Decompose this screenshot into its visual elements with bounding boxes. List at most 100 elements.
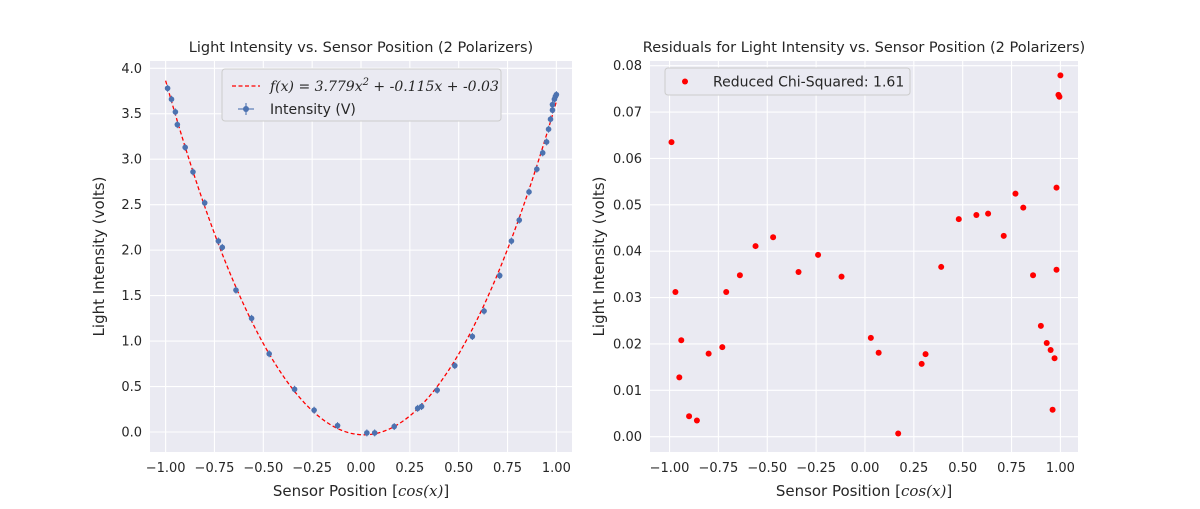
left-x-tick-label: −0.25	[292, 461, 332, 476]
right-residual-point	[719, 344, 726, 351]
left-data-marker	[168, 96, 175, 102]
left-legend-fit-exp: 2	[362, 77, 369, 88]
right-x-axis-label-prefix: Sensor Position [	[776, 482, 901, 500]
left-data-marker	[451, 362, 458, 369]
right-residual-point	[668, 139, 675, 146]
left-data-point	[215, 237, 222, 245]
left-data-marker	[266, 350, 272, 357]
right-residual-point	[1000, 232, 1007, 239]
left-x-axis-label-math: cos(x)	[398, 482, 443, 500]
left-data-point	[248, 314, 255, 322]
right-residual-point	[1051, 355, 1058, 362]
right-residual-point	[1053, 184, 1060, 191]
right-legend: Reduced Chi-Squared: 1.61	[664, 67, 911, 96]
left-data-marker	[434, 387, 440, 393]
right-x-axis-label: Sensor Position [cos(x)]	[776, 482, 952, 500]
left-data-point	[553, 91, 560, 99]
left-x-tick-label: 0.00	[347, 461, 376, 476]
right-x-tick-label: 0.75	[997, 461, 1026, 476]
left-y-tick-label: 2.5	[121, 198, 142, 213]
right-residual-point	[1012, 190, 1019, 197]
left-data-marker	[371, 430, 378, 436]
left-x-axis-label: Sensor Position [cos(x)]	[273, 482, 449, 500]
right-x-tick-label: 1.00	[1046, 461, 1075, 476]
left-data-points	[164, 84, 560, 437]
left-data-marker	[553, 91, 560, 98]
left-data-point	[534, 165, 540, 173]
right-residual-point	[676, 374, 683, 381]
left-x-tick-label: −1.00	[146, 461, 186, 476]
right-y-tick-labels: 0.00 0.01 0.02 0.03 0.04 0.05 0.06 0.07 0.08	[613, 59, 642, 445]
left-data-point	[371, 429, 378, 437]
left-data-marker	[233, 287, 239, 293]
left-data-marker	[172, 109, 179, 115]
left-data-point	[164, 84, 171, 92]
right-x-tick-label: −0.75	[698, 461, 738, 476]
left-data-marker	[182, 144, 188, 151]
right-chart: −1.00 −0.75 −0.50 −0.25 0.00 0.25 0.50 0.75 1.00…	[590, 40, 1085, 500]
left-data-point	[172, 108, 179, 116]
right-x-axis-label-math: cos(x)	[901, 482, 946, 500]
left-y-tick-label: 1.5	[121, 289, 142, 304]
left-legend-fit-lhs: f(x) = 3.779x	[269, 79, 363, 95]
right-legend-box	[664, 67, 911, 96]
right-residual-point	[1057, 72, 1064, 79]
right-residual-point	[938, 263, 945, 270]
left-data-marker	[508, 238, 515, 244]
right-residual-point	[672, 288, 679, 295]
right-x-tick-label: 0.25	[899, 461, 928, 476]
left-data-point	[266, 350, 272, 358]
left-chart: −1.00 −0.75 −0.50 −0.25 0.00 0.25 0.50 0.75 1.00…	[90, 40, 572, 500]
left-data-marker	[190, 169, 196, 175]
left-data-point	[291, 385, 298, 393]
left-data-marker	[543, 139, 550, 145]
left-data-point	[469, 333, 476, 341]
left-data-point	[543, 138, 550, 146]
right-residual-point	[867, 334, 874, 341]
right-y-tick-label: 0.02	[613, 337, 642, 352]
left-data-point	[496, 272, 503, 280]
left-gridlines	[150, 61, 572, 452]
right-residual-point	[686, 413, 693, 420]
left-data-point	[168, 95, 175, 103]
left-legend-fit-label: f(x) = 3.779x2 + -0.115x + -0.03	[269, 77, 499, 95]
left-data-point	[549, 101, 556, 109]
left-data-marker	[219, 244, 226, 251]
right-residual-point	[1047, 346, 1054, 353]
left-data-point	[219, 243, 226, 251]
right-residual-point	[1053, 266, 1060, 273]
right-residual-point	[1037, 322, 1044, 329]
right-residual-point	[752, 243, 759, 250]
right-plot-area	[650, 61, 1078, 452]
right-x-tick-labels: −1.00 −0.75 −0.50 −0.25 0.00 0.25 0.50 0.75 1.00	[650, 461, 1075, 476]
left-data-marker	[481, 308, 487, 314]
left-legend: f(x) = 3.779x2 + -0.115x + -0.03 Intensi…	[221, 68, 502, 122]
right-x-tick-label: 0.00	[851, 461, 880, 476]
left-y-tick-labels: 0.0 0.5 1.0 1.5 2.0 2.5 3.0 3.5 4.0	[121, 62, 142, 441]
right-residual-point	[1043, 340, 1050, 347]
left-x-tick-label: 1.00	[542, 461, 571, 476]
right-residual-point	[678, 337, 685, 344]
left-legend-swatch-marker	[243, 106, 249, 112]
right-x-tick-label: −0.25	[796, 461, 836, 476]
left-data-point	[364, 429, 370, 437]
left-y-tick-label: 3.0	[121, 153, 142, 168]
left-data-marker	[418, 403, 425, 410]
left-legend-fit-rhs: + -0.115x + -0.03	[369, 79, 499, 95]
left-data-marker	[311, 407, 317, 413]
left-fit-curve	[165, 80, 557, 436]
right-residual-point	[723, 288, 730, 295]
right-residual-point	[922, 351, 929, 358]
right-x-axis-label-suffix: ]	[946, 482, 952, 500]
right-residual-point	[895, 430, 902, 437]
right-y-tick-label: 0.07	[613, 106, 642, 121]
left-x-axis-label-suffix: ]	[443, 482, 449, 500]
left-data-marker	[526, 189, 532, 195]
right-residual-point	[815, 251, 822, 258]
left-x-tick-label: 0.75	[493, 461, 522, 476]
left-data-point	[190, 168, 196, 176]
left-fit-curve-group	[165, 80, 557, 436]
left-y-tick-label: 4.0	[121, 62, 142, 77]
left-data-point	[516, 216, 523, 224]
left-y-axis-label: Light Intensity (volts)	[90, 177, 108, 337]
